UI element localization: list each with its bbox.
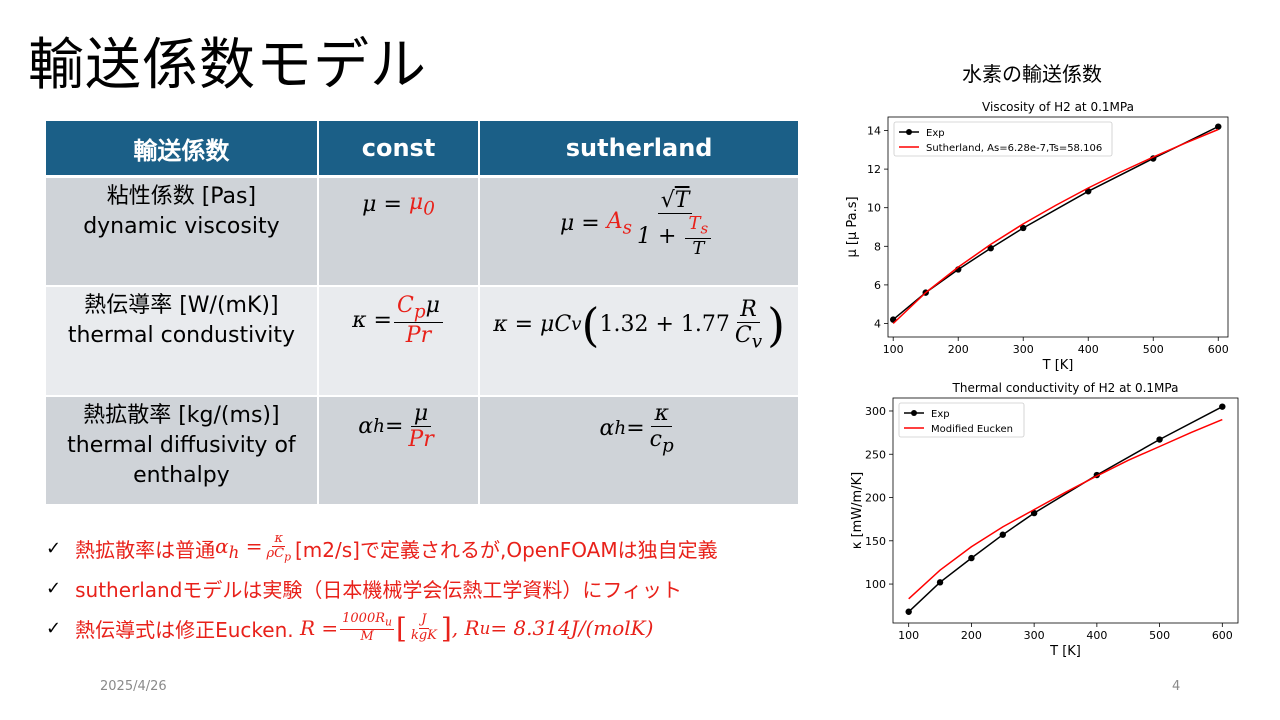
row-label-jp: 粘性係数 [Pas] <box>106 184 257 209</box>
chart-title: Thermal conductivity of H2 at 0.1MPa <box>952 381 1179 395</box>
x-tick-label: 400 <box>1086 629 1107 642</box>
x-tick-label: 100 <box>883 343 904 356</box>
y-tick-label: 12 <box>867 163 881 176</box>
row-label-viscosity: 粘性係数 [Pas] dynamic viscosity <box>46 176 319 287</box>
checkmark-icon: ✓ <box>46 577 62 599</box>
note-text: [m2/s]で定義されるが,OpenFOAMは独自定義 <box>295 537 718 562</box>
data-point <box>1030 509 1038 517</box>
slide-title: 輸送係数モデル <box>28 33 427 98</box>
header-const: const <box>317 121 481 178</box>
table-row-viscosity: 粘性係数 [Pas] dynamic viscosity μ = μ0 μ = … <box>46 176 800 287</box>
checkmark-icon: ✓ <box>46 537 62 559</box>
series-line <box>908 418 1223 600</box>
data-point <box>987 245 994 252</box>
conductivity-chart: Thermal conductivity of H2 at 0.1MPa 100 2… <box>850 381 1239 659</box>
transport-model-table: 輸送係数 const sutherland 粘性係数 [Pas] dynamic… <box>46 121 800 506</box>
plot-frame <box>892 397 1239 624</box>
x-tick-label: 300 <box>1013 343 1034 356</box>
legend-label: Sutherland, As=6.28e-7,Ts=58.106 <box>926 143 1102 154</box>
formula-viscosity-const: μ = μ0 <box>317 176 481 287</box>
x-tick-label: 200 <box>961 629 982 642</box>
y-tick-label: 100 <box>865 578 886 591</box>
x-tick-label: 500 <box>1149 629 1170 642</box>
right-panel-title: 水素の輸送係数 <box>962 62 1102 86</box>
checkmark-icon: ✓ <box>46 617 62 639</box>
row-label-conductivity: 熱伝導率 [W/(mK)] thermal condustivity <box>46 286 319 397</box>
y-tick-label: 4 <box>874 317 881 330</box>
y-axis-label: κ [mW/m/K] <box>850 472 865 549</box>
formula-conductivity-eucken: κ = μC v ( 1.32 + 1.77 R Cv ) <box>479 286 800 397</box>
chart-title: Viscosity of H2 at 0.1MPa <box>982 100 1134 114</box>
y-tick-label: 300 <box>865 405 886 418</box>
note-text: 熱拡散率は普通 <box>75 537 216 562</box>
legend-marker <box>911 410 917 416</box>
x-axis-label: T [K] <box>1049 644 1081 659</box>
y-tick-label: 200 <box>865 492 886 505</box>
list-item: ✓ 熱拡散率は普通 αh = κ ρCp [m2/s]で定義されるが,OpenFO… <box>46 531 718 564</box>
formula-viscosity-sutherland: μ = As √T 1 + Ts T <box>479 176 800 287</box>
table-header-row: 輸送係数 const sutherland <box>46 121 800 178</box>
series-line <box>908 406 1223 613</box>
x-tick-label: 600 <box>1208 343 1229 356</box>
note-text: = 8.314J/(molK) <box>490 616 654 640</box>
data-point <box>968 554 975 562</box>
table-row-conductivity: 熱伝導率 [W/(mK)] thermal condustivity κ = C… <box>46 286 800 397</box>
x-tick-label: 600 <box>1212 629 1233 642</box>
legend-label: Modified Eucken <box>931 424 1013 435</box>
header-sutherland: sutherland <box>479 121 800 178</box>
legend-box <box>893 121 1113 157</box>
notes-list: ✓ 熱拡散率は普通 αh = κ ρCp [m2/s]で定義されるが,OpenFO… <box>46 528 718 648</box>
list-item: ✓ sutherlandモデルは実験（日本機械学会伝熱工学資料）にフィット <box>46 568 718 608</box>
row-label-en: dynamic viscosity <box>83 214 280 239</box>
x-tick-label: 200 <box>948 343 969 356</box>
row-label-en: thermal diffusivity of enthalpy <box>67 433 296 488</box>
formula-conductivity-const: κ = Cpμ Pr <box>317 286 481 397</box>
y-tick-label: 6 <box>874 279 881 292</box>
legend-label: Exp <box>931 409 950 420</box>
legend-marker <box>906 129 912 135</box>
x-tick-label: 300 <box>1024 629 1045 642</box>
legend-label: Exp <box>926 128 945 139</box>
y-tick-label: 10 <box>867 202 881 215</box>
data-point <box>1020 224 1027 232</box>
series-line <box>892 128 1219 325</box>
note-text: , R <box>451 616 480 640</box>
data-point <box>999 531 1006 538</box>
x-tick-label: 400 <box>1078 343 1099 356</box>
data-point <box>1215 123 1222 130</box>
page-number: 4 <box>1172 679 1181 694</box>
y-tick-label: 14 <box>867 125 881 138</box>
data-point <box>936 579 944 586</box>
note-text: 熱伝導式は修正Eucken. <box>75 617 294 642</box>
x-tick-label: 100 <box>898 629 919 642</box>
data-point <box>1085 188 1092 195</box>
y-tick-label: 150 <box>865 535 886 548</box>
legend-box <box>898 402 1025 438</box>
viscosity-chart: Viscosity of H2 at 0.1MPa 100 200 300 400 500… <box>845 100 1229 373</box>
footer-date: 2025/4/26 <box>100 679 167 694</box>
x-tick-label: 500 <box>1143 343 1164 356</box>
y-tick-label: 8 <box>874 240 881 253</box>
row-label-en: thermal condustivity <box>67 323 295 348</box>
row-label-jp: 熱拡散率 [kg/(ms)] <box>83 403 280 428</box>
y-tick-label: 250 <box>865 448 886 461</box>
data-point <box>1219 403 1226 410</box>
x-axis-label: T [K] <box>1042 358 1074 373</box>
data-point <box>905 608 912 615</box>
y-axis-label: μ [μ Pa.s] <box>845 196 860 257</box>
table-row-diffusivity: 熱拡散率 [kg/(ms)] thermal diffusivity of en… <box>46 396 800 506</box>
plot-frame <box>887 116 1229 338</box>
note-text: sutherlandモデルは実験（日本機械学会伝熱工学資料）にフィット <box>75 577 683 602</box>
data-point <box>1156 436 1163 443</box>
header-transport-coefficient: 輸送係数 <box>46 121 319 178</box>
row-label-diffusivity: 熱拡散率 [kg/(ms)] thermal diffusivity of en… <box>46 396 319 506</box>
row-label-jp: 熱伝導率 [W/(mK)] <box>84 293 279 318</box>
